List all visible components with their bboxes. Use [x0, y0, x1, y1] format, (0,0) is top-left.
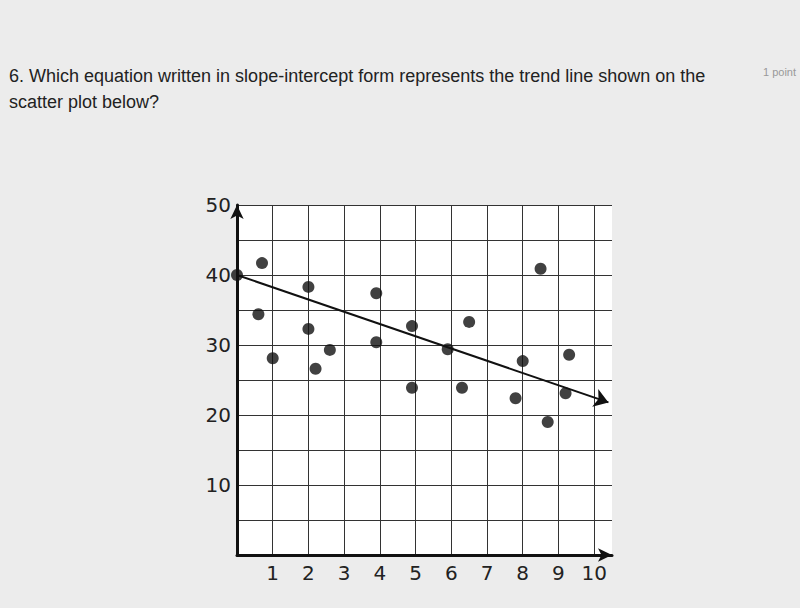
svg-text:3: 3 [338, 561, 351, 585]
svg-text:9: 9 [552, 561, 565, 585]
svg-text:8: 8 [516, 561, 529, 585]
svg-text:50: 50 [206, 193, 231, 217]
svg-text:6: 6 [445, 561, 458, 585]
svg-text:10: 10 [206, 473, 231, 497]
svg-text:scatter plot below?: scatter plot below? [9, 92, 159, 112]
svg-text:5: 5 [409, 561, 422, 585]
svg-text:6. Which equation written in s: 6. Which equation written in slope-inter… [9, 66, 710, 86]
svg-text:30: 30 [206, 333, 231, 357]
svg-text:7: 7 [481, 561, 494, 585]
svg-text:4: 4 [373, 561, 386, 585]
svg-text:1: 1 [266, 561, 279, 585]
svg-text:2: 2 [302, 561, 315, 585]
svg-text:1 point: 1 point [763, 66, 796, 78]
svg-text:40: 40 [206, 263, 231, 287]
svg-text:20: 20 [206, 403, 231, 427]
svg-text:10: 10 [581, 561, 606, 585]
